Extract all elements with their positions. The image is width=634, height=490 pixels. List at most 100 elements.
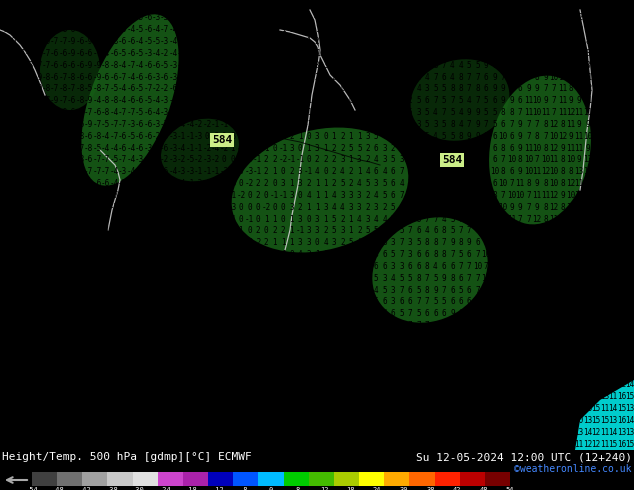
Text: -5: -5 — [58, 226, 68, 235]
Text: 0: 0 — [238, 179, 243, 188]
Text: 12: 12 — [566, 380, 576, 390]
Text: 2: 2 — [298, 25, 302, 34]
Text: -7: -7 — [101, 321, 110, 330]
Text: 11: 11 — [558, 108, 567, 117]
Text: 7: 7 — [552, 84, 556, 94]
Text: -4: -4 — [50, 321, 60, 330]
Text: 2: 2 — [365, 13, 370, 23]
Text: -4: -4 — [101, 250, 110, 259]
Text: -8: -8 — [101, 13, 110, 23]
Text: 9: 9 — [552, 13, 556, 23]
Text: -6: -6 — [93, 108, 101, 117]
Text: -2: -2 — [245, 238, 254, 247]
Text: -5: -5 — [50, 297, 60, 306]
Text: 1: 1 — [349, 155, 353, 164]
Text: -9: -9 — [8, 440, 17, 448]
Text: 3: 3 — [391, 321, 396, 330]
Text: 5: 5 — [433, 274, 437, 283]
Text: -5: -5 — [109, 286, 119, 294]
Text: 11: 11 — [541, 108, 550, 117]
Text: 9: 9 — [526, 238, 531, 247]
Text: 1: 1 — [213, 238, 218, 247]
Text: 9: 9 — [467, 238, 472, 247]
Text: -4: -4 — [152, 25, 161, 34]
Text: 12: 12 — [592, 238, 601, 247]
Text: -6: -6 — [186, 49, 195, 58]
Text: -8: -8 — [50, 1, 60, 10]
Text: -8: -8 — [8, 226, 17, 235]
Text: 10: 10 — [566, 191, 576, 200]
Text: 1: 1 — [230, 144, 235, 152]
Text: -8: -8 — [84, 226, 93, 235]
Text: 10: 10 — [617, 1, 626, 10]
Text: 2: 2 — [323, 155, 328, 164]
Text: 15: 15 — [600, 380, 609, 390]
Text: -4: -4 — [160, 250, 169, 259]
Text: -2: -2 — [236, 250, 245, 259]
Text: 3: 3 — [349, 61, 353, 70]
Text: 10: 10 — [490, 428, 499, 437]
Text: 0: 0 — [289, 250, 294, 259]
Text: -7: -7 — [25, 274, 34, 283]
Text: 12: 12 — [583, 84, 592, 94]
Ellipse shape — [81, 14, 179, 186]
Text: -7: -7 — [42, 297, 51, 306]
Text: 1: 1 — [264, 215, 269, 223]
Text: 10: 10 — [549, 37, 559, 46]
Text: 12: 12 — [574, 215, 584, 223]
Text: 8: 8 — [425, 238, 429, 247]
Text: -3: -3 — [93, 380, 101, 390]
Text: 9: 9 — [509, 203, 514, 212]
Text: -2: -2 — [177, 392, 186, 401]
Text: -4: -4 — [177, 144, 186, 152]
Text: 1: 1 — [289, 309, 294, 318]
Text: 7: 7 — [526, 61, 531, 70]
Text: 4: 4 — [314, 167, 320, 176]
Text: 11: 11 — [609, 262, 618, 271]
Text: 3: 3 — [391, 120, 396, 129]
Text: 8: 8 — [399, 368, 404, 377]
Text: -7: -7 — [84, 416, 93, 425]
Text: -3: -3 — [67, 404, 76, 413]
Text: -4: -4 — [75, 286, 85, 294]
Text: 3: 3 — [332, 61, 336, 70]
Text: 6: 6 — [433, 309, 437, 318]
Text: -2: -2 — [177, 250, 186, 259]
Text: 5: 5 — [365, 226, 370, 235]
Text: 2: 2 — [306, 404, 311, 413]
Text: -1: -1 — [143, 297, 152, 306]
Text: -3: -3 — [169, 155, 178, 164]
Text: -5: -5 — [152, 309, 161, 318]
Text: -1: -1 — [194, 37, 203, 46]
Text: -3: -3 — [194, 96, 203, 105]
Text: 0: 0 — [188, 262, 193, 271]
Text: -2: -2 — [236, 13, 245, 23]
Text: -8: -8 — [75, 250, 85, 259]
Text: 0: 0 — [222, 357, 226, 366]
Text: -9: -9 — [33, 144, 42, 152]
Text: 3: 3 — [382, 155, 387, 164]
Text: 10: 10 — [482, 250, 491, 259]
Text: 9: 9 — [518, 286, 522, 294]
Text: -5: -5 — [109, 380, 119, 390]
Text: -9: -9 — [8, 404, 17, 413]
Text: 0: 0 — [273, 368, 277, 377]
Text: 4: 4 — [357, 428, 361, 437]
Text: -1: -1 — [135, 440, 144, 448]
Text: 5: 5 — [408, 155, 412, 164]
Text: -7: -7 — [8, 155, 17, 164]
Text: -3: -3 — [135, 357, 144, 366]
Text: -2: -2 — [253, 13, 262, 23]
Text: -6: -6 — [143, 13, 152, 23]
Text: -2: -2 — [228, 297, 237, 306]
Text: 10: 10 — [558, 392, 567, 401]
Text: 3: 3 — [314, 226, 320, 235]
Text: -1: -1 — [245, 215, 254, 223]
Text: 8: 8 — [493, 37, 497, 46]
Text: -2: -2 — [186, 13, 195, 23]
Text: -6: -6 — [126, 203, 136, 212]
Text: 4: 4 — [391, 416, 396, 425]
Text: -6: -6 — [143, 108, 152, 117]
Text: -6: -6 — [135, 309, 144, 318]
Text: 5: 5 — [441, 120, 446, 129]
